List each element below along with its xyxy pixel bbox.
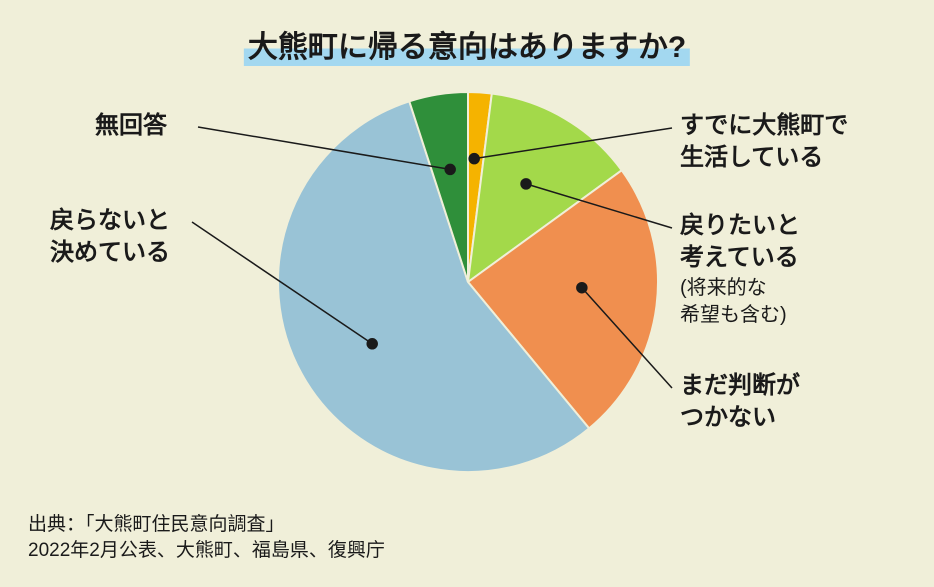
slice-label-text: まだ判断がつかない (680, 370, 800, 435)
slice-label-text: 無回答 (95, 110, 167, 142)
source-citation: 出典：「大熊町住民意向調査」 2022年2月公表、大熊町、福島県、復興庁 (28, 512, 385, 565)
slice-label-undecided: まだ判断がつかない (680, 370, 800, 435)
leader-undecided (577, 283, 672, 388)
leader-already (469, 128, 672, 164)
slice-label-already: すでに大熊町で生活している (680, 110, 848, 175)
slice-sublabel-text: (将来的な希望も含む) (680, 275, 800, 329)
source-line-1: 出典：「大熊町住民意向調査」 (28, 512, 385, 539)
slice-label-na: 無回答 (95, 110, 167, 142)
leader-na (198, 127, 455, 174)
slice-label-text: すでに大熊町で生活している (680, 110, 848, 175)
slice-label-want: 戻りたいと考えている(将来的な希望も含む) (680, 210, 800, 329)
leader-want (521, 179, 672, 228)
slice-label-text: 戻りたいと考えている (680, 210, 800, 275)
slice-label-no: 戻らないと決めている (50, 205, 170, 270)
slice-label-text: 戻らないと決めている (50, 205, 170, 270)
leader-no (192, 222, 377, 349)
source-line-2: 2022年2月公表、大熊町、福島県、復興庁 (28, 538, 385, 565)
